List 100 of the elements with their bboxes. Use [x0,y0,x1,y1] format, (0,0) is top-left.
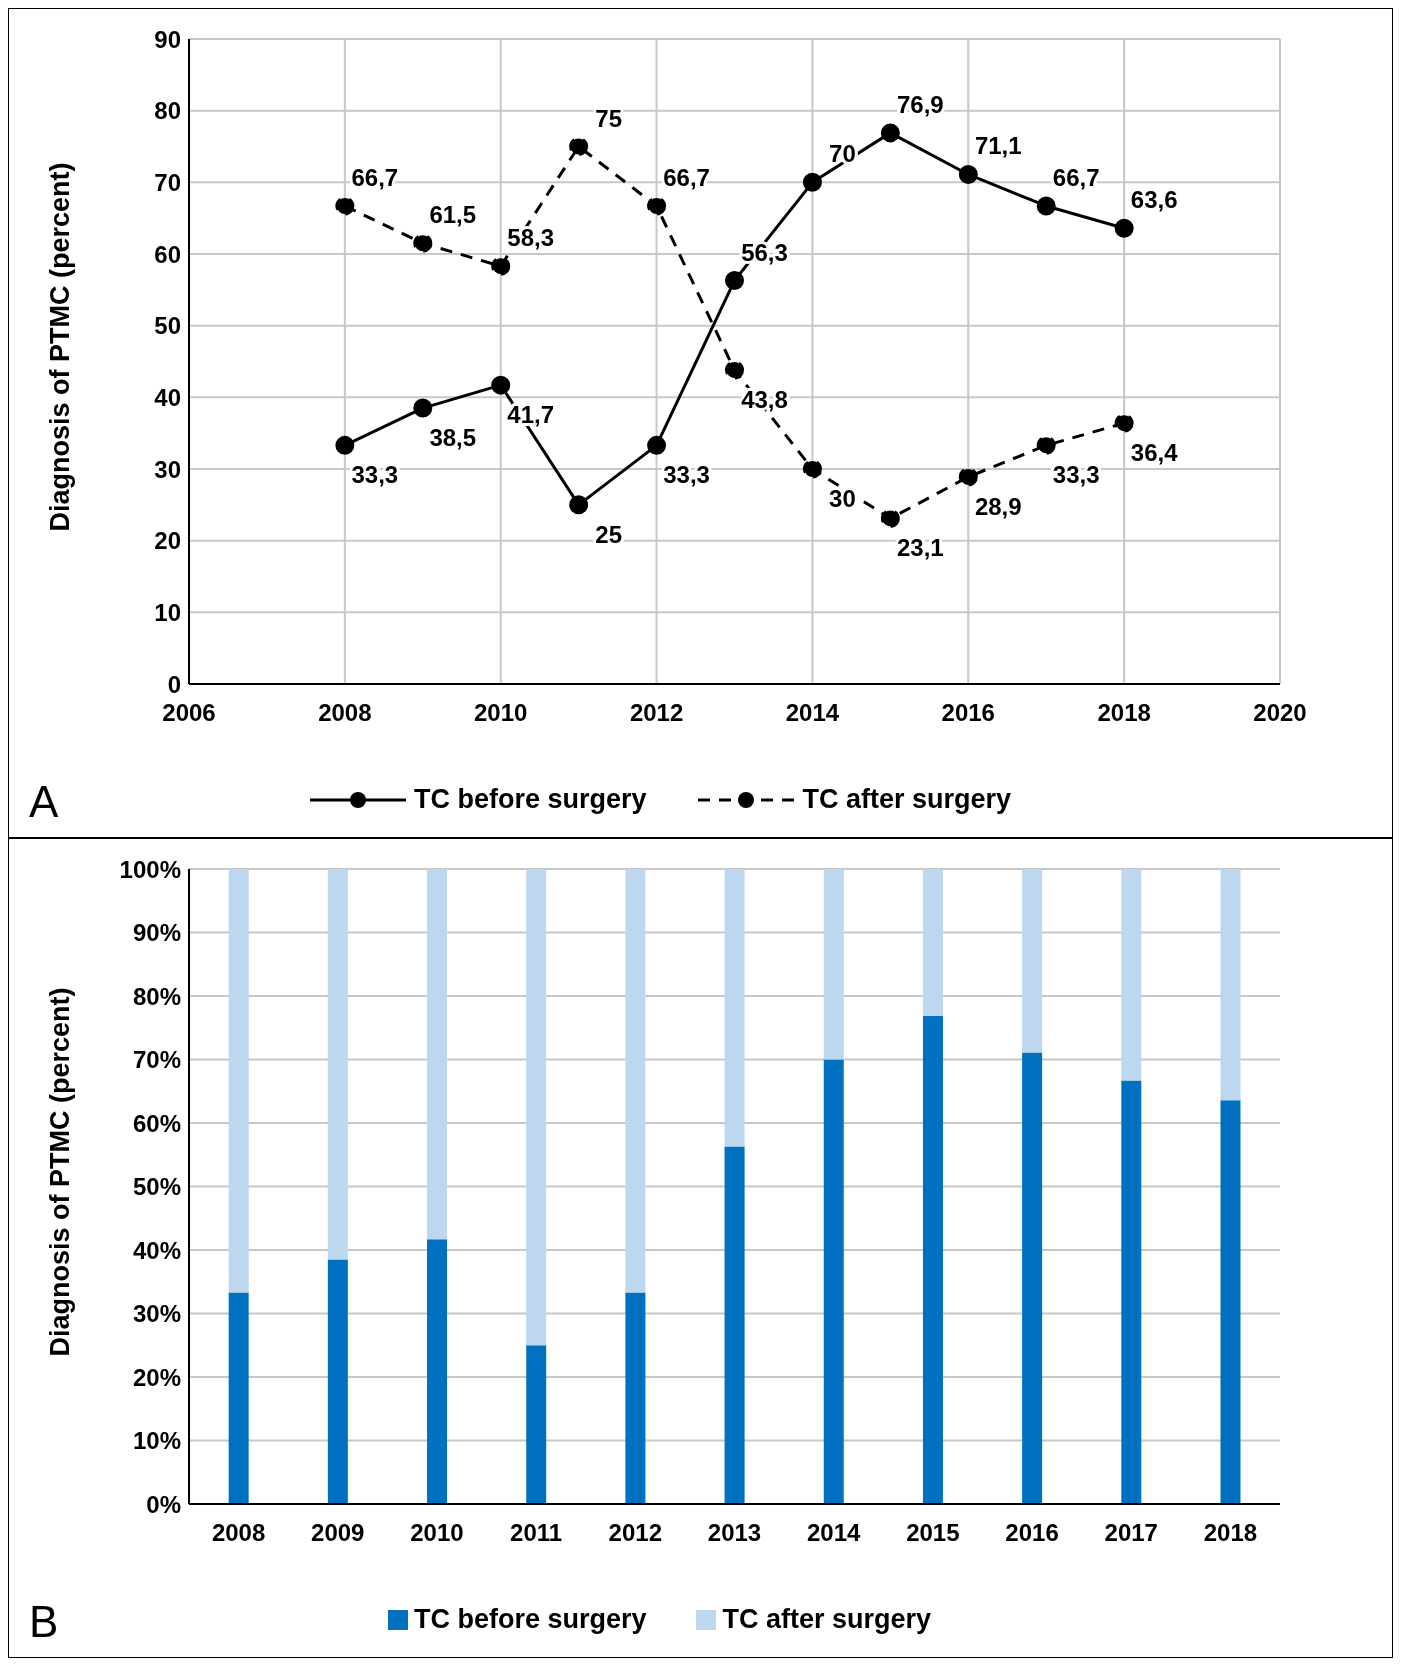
x-tick-label: 2008 [318,699,372,727]
y-tick-label: 60 [154,240,181,268]
bar [526,1345,547,1504]
data-label: 66,7 [663,163,710,191]
y-tick-label: 60% [132,1109,181,1137]
point [569,495,589,515]
point [413,233,433,253]
point [1114,218,1134,238]
x-tick-label: 2012 [608,1519,663,1547]
y-tick-label: 30% [132,1300,181,1328]
bar [1220,869,1241,1101]
y-axis-title: Diagnosis of PTMC (percent) [44,162,75,532]
y-tick-label: 10% [132,1427,181,1455]
point [335,435,355,455]
y-tick-label: 50 [154,312,181,340]
bar [724,869,745,1147]
text: B [29,1597,59,1647]
x-tick-label: 2009 [311,1519,365,1547]
legend-label: TC after surgery [802,784,1012,815]
y-tick-label: 40% [132,1236,181,1264]
bar [427,869,448,1240]
data-label: 36,4 [1130,439,1179,467]
point [569,137,589,156]
legend-label: TC before surgery [413,1604,647,1635]
point [880,123,900,143]
data-label: 33,3 [351,461,399,489]
bar [228,869,249,1293]
x-tick-label: 2015 [906,1519,960,1547]
bar [823,1059,844,1504]
data-label: 66,7 [351,163,399,191]
bar [823,869,844,1060]
data-label: 33,3 [1052,461,1100,489]
data-label: 63,6 [1130,186,1178,214]
y-tick-label: 0 [167,670,181,698]
bar [1121,869,1142,1081]
data-label: 33,3 [663,461,710,489]
point [880,508,900,528]
x-tick-label: 2011 [510,1519,563,1547]
data-label: 61,5 [429,201,477,229]
bar [1022,1052,1043,1504]
x-tick-label: 2006 [162,699,216,727]
y-tick-label: 70 [154,168,181,196]
y-tick-label: 20% [132,1363,181,1391]
y-tick-label: 70% [132,1046,181,1074]
y-tick-label: 80% [132,982,181,1010]
x-tick-label: 2010 [474,699,528,727]
bar [427,1239,448,1504]
bar [1121,1080,1142,1504]
bar [1220,1100,1241,1504]
x-tick-label: 2008 [211,1519,266,1547]
bar [625,869,646,1293]
x-tick-label: 2012 [629,699,684,727]
y-tick-label: 30 [154,455,181,483]
y-tick-label: 0% [146,1490,181,1518]
point [647,196,667,216]
y-tick-label: 80 [154,97,181,125]
data-label: 58,3 [507,224,555,252]
x-tick-label: 2018 [1097,699,1151,727]
x-tick-label: 2018 [1203,1519,1258,1547]
x-tick-label: 2017 [1104,1519,1158,1547]
data-label: 71,1 [974,132,1022,160]
legend-label: TC before surgery [413,784,647,815]
x-tick-label: 2020 [1253,699,1307,727]
data-label: 75 [595,104,622,132]
bar [327,1259,348,1504]
data-label: 76,9 [897,90,944,118]
data-label: 66,7 [1052,163,1100,191]
y-tick-label: 10 [154,598,181,626]
bar [922,1015,943,1504]
x-tick-label: 2014 [806,1519,862,1547]
y-tick-label: 90% [132,919,181,947]
y-axis-title: Diagnosis of PTMC (percent) [44,987,75,1357]
y-tick-label: 50% [132,1173,181,1201]
data-label: 28,9 [974,492,1022,520]
point [413,398,433,418]
point [725,360,744,380]
y-tick-label: 100% [119,855,181,883]
point [802,172,822,192]
point [958,164,978,184]
point [491,256,511,276]
bar [228,1292,249,1504]
x-tick-label: 2016 [1005,1519,1059,1547]
legend-label: TC after surgery [722,1604,932,1635]
bar [724,1146,745,1504]
point [802,459,822,479]
point [647,435,667,455]
point [958,467,978,487]
bar [327,869,348,1260]
y-tick-label: 90 [154,25,181,53]
x-tick-label: 2010 [410,1519,464,1547]
data-label: 23,1 [897,534,944,562]
point [1036,435,1056,455]
point [725,271,744,291]
point [1114,413,1134,433]
x-tick-label: 2013 [707,1519,762,1547]
bar [1022,869,1043,1053]
point [491,375,511,395]
x-tick-label: 2016 [941,699,995,727]
data-label: 38,5 [429,424,477,452]
x-tick-label: 2014 [785,699,840,727]
